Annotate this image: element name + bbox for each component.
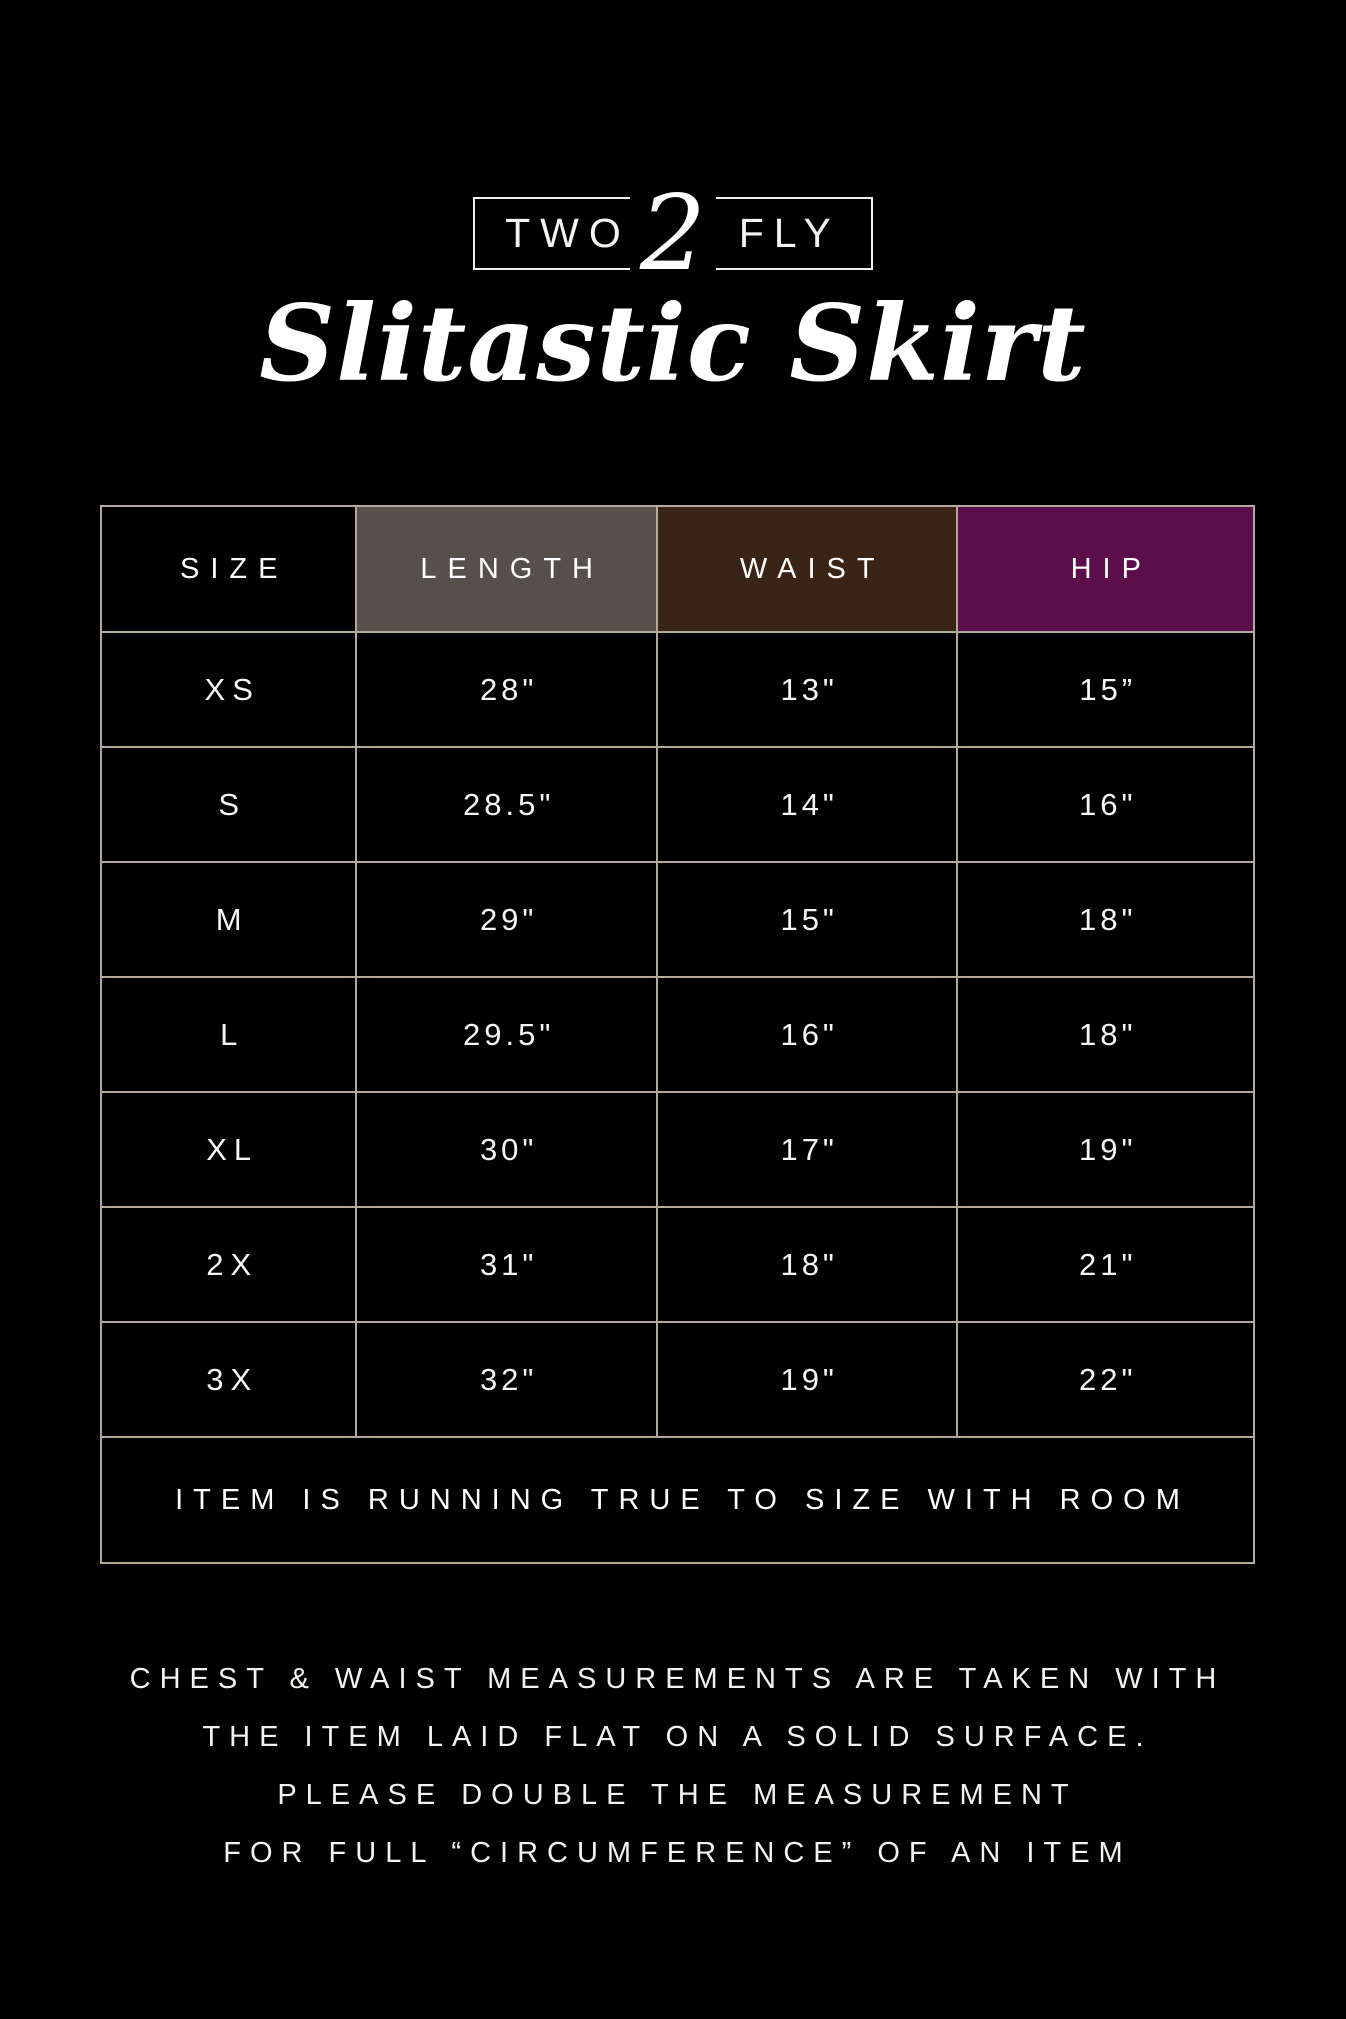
brand-logo-numeral: 2	[639, 172, 707, 294]
measurement-disclaimer: CHEST & WAIST MEASUREMENTS ARE TAKEN WIT…	[0, 1650, 1346, 1882]
cell-waist: 17"	[655, 1091, 959, 1208]
table-row: L 29.5" 16" 18"	[99, 976, 1255, 1093]
cell-length: 28"	[355, 631, 658, 748]
size-chart-table: SIZE LENGTH WAIST HIP XS 28" 13" 15” S 2…	[99, 505, 1255, 1564]
size-chart-foot: ITEM IS RUNNING TRUE TO SIZE WITH ROOM	[100, 1436, 1255, 1564]
brand-logo: TWO FLY 2	[0, 173, 1346, 293]
cell-waist: 15"	[655, 861, 959, 978]
cell-hip: 16"	[956, 746, 1255, 863]
column-header-hip: HIP	[956, 505, 1255, 633]
brand-logo-word-right: FLY	[738, 209, 841, 256]
column-header-length: LENGTH	[355, 505, 658, 633]
column-header-waist: WAIST	[655, 505, 959, 633]
disclaimer-line: THE ITEM LAID FLAT ON A SOLID SURFACE.	[202, 1721, 1153, 1753]
size-chart-head: SIZE LENGTH WAIST HIP	[99, 505, 1255, 633]
cell-hip: 18"	[956, 861, 1255, 978]
cell-length: 29"	[355, 861, 658, 978]
table-row: S 28.5" 14" 16"	[99, 746, 1255, 863]
table-footer-row: ITEM IS RUNNING TRUE TO SIZE WITH ROOM	[100, 1436, 1255, 1564]
disclaimer-line: FOR FULL “CIRCUMFERENCE” OF AN ITEM	[223, 1837, 1132, 1869]
cell-size: S	[99, 746, 358, 863]
cell-waist: 16"	[655, 976, 959, 1093]
cell-size: XS	[99, 631, 358, 748]
cell-hip: 22"	[956, 1321, 1255, 1438]
cell-length: 30"	[355, 1091, 658, 1208]
cell-length: 31"	[355, 1206, 658, 1323]
table-row: 3X 32" 19" 22"	[99, 1321, 1255, 1438]
cell-size: M	[99, 861, 358, 978]
disclaimer-line: CHEST & WAIST MEASUREMENTS ARE TAKEN WIT…	[129, 1663, 1226, 1695]
cell-hip: 18"	[956, 976, 1255, 1093]
brand-logo-numeral-mask	[629, 173, 716, 293]
cell-size: 2X	[99, 1206, 358, 1323]
brand-logo-box: TWO FLY 2	[473, 173, 873, 293]
brand-logo-word-left: TWO	[505, 209, 631, 256]
cell-size: 3X	[99, 1321, 358, 1438]
table-row: 2X 31" 18" 21"	[99, 1206, 1255, 1323]
column-header-size: SIZE	[99, 505, 358, 633]
cell-hip: 19"	[956, 1091, 1255, 1208]
cell-hip: 15”	[956, 631, 1255, 748]
table-row: XS 28" 13" 15”	[99, 631, 1255, 748]
cell-length: 29.5"	[355, 976, 658, 1093]
cell-waist: 19"	[655, 1321, 959, 1438]
cell-waist: 14"	[655, 746, 959, 863]
cell-waist: 13"	[655, 631, 959, 748]
cell-length: 32"	[355, 1321, 658, 1438]
table-header-row: SIZE LENGTH WAIST HIP	[99, 505, 1255, 633]
size-chart-body: XS 28" 13" 15” S 28.5" 14" 16" M 29" 15"…	[99, 631, 1255, 1438]
cell-size: L	[99, 976, 358, 1093]
cell-length: 28.5"	[355, 746, 658, 863]
fit-note: ITEM IS RUNNING TRUE TO SIZE WITH ROOM	[100, 1436, 1255, 1564]
cell-size: XL	[99, 1091, 358, 1208]
product-title: Slitastic Skirt	[259, 281, 1087, 405]
cell-waist: 18"	[655, 1206, 959, 1323]
table-row: XL 30" 17" 19"	[99, 1091, 1255, 1208]
disclaimer-line: PLEASE DOUBLE THE MEASUREMENT	[277, 1779, 1078, 1811]
cell-hip: 21"	[956, 1206, 1255, 1323]
table-row: M 29" 15" 18"	[99, 861, 1255, 978]
